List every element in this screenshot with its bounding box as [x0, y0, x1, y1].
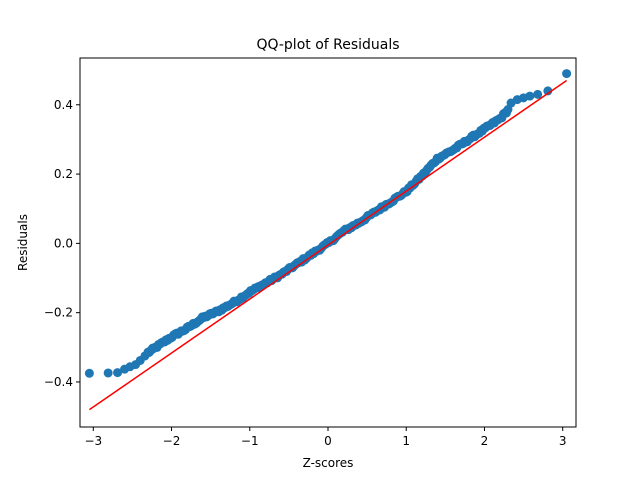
y-axis-label: Residuals: [16, 214, 30, 271]
x-tick-label: 2: [481, 434, 489, 448]
y-tick-label: −0.4: [44, 375, 73, 389]
x-axis: −3 −2 −1 0 1 2 3: [84, 427, 567, 448]
chart-title: QQ-plot of Residuals: [256, 37, 399, 53]
y-tick-label: 0.4: [54, 98, 73, 112]
y-tick-label: 0.0: [54, 236, 73, 250]
data-point: [543, 86, 553, 96]
y-tick-label: −0.2: [44, 306, 73, 320]
data-point: [525, 91, 535, 101]
x-axis-label: Z-scores: [303, 456, 354, 470]
data-point: [84, 368, 94, 378]
data-point: [103, 368, 113, 378]
x-tick-label: 3: [559, 434, 567, 448]
x-tick-label: −1: [241, 434, 259, 448]
x-tick-label: 0: [324, 434, 332, 448]
y-tick-label: 0.2: [54, 167, 73, 181]
x-tick-label: 1: [402, 434, 410, 448]
data-point: [562, 69, 572, 79]
data-point: [148, 344, 158, 354]
x-tick-label: −2: [163, 434, 181, 448]
data-point: [113, 368, 123, 378]
reference-line: [88, 79, 568, 411]
plot-layer: [84, 69, 572, 411]
x-tick-label: −3: [84, 434, 102, 448]
y-axis: −0.4 −0.2 0.0 0.2 0.4: [44, 98, 80, 389]
data-point: [533, 89, 543, 99]
